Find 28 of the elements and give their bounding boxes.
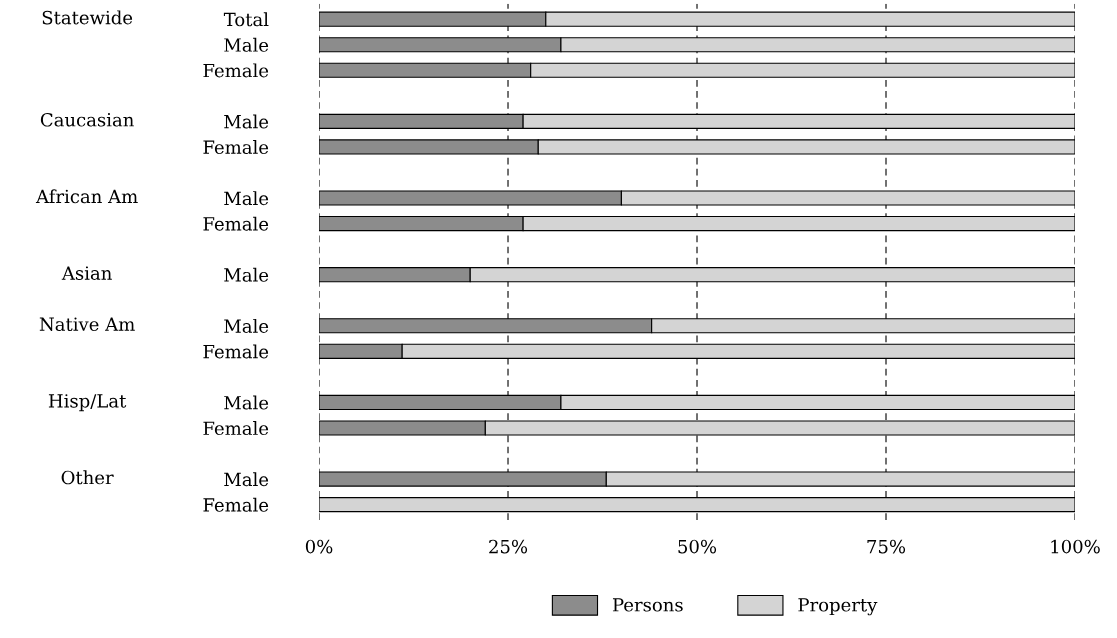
y-tick-label: Female — [203, 63, 269, 78]
text: Caucasian — [40, 112, 134, 127]
y-tick-label: Female — [203, 140, 269, 155]
y-tick-label: Female — [203, 421, 269, 436]
y-tick-label: Male — [224, 267, 269, 282]
x-tick-label: 25% — [489, 539, 528, 554]
y-tick-label: Female — [203, 344, 269, 359]
y-tick-label: Male — [224, 318, 269, 333]
x-tick-label: 0% — [305, 539, 333, 554]
y-tick-label: Male — [224, 472, 269, 487]
x-tick-label: 100% — [1051, 539, 1100, 554]
legend-label: Property — [798, 598, 878, 616]
x-tick-label: 75% — [867, 539, 906, 554]
text: Asian — [61, 266, 112, 280]
y-tick-label: Female — [203, 497, 269, 512]
y-tick-label: Total — [223, 12, 269, 27]
y-tick-label: Male — [224, 114, 269, 129]
y-tick-label: Male — [224, 37, 269, 52]
y-tick-label: Male — [224, 191, 269, 206]
legend-label: Persons — [612, 598, 683, 612]
text: Statewide — [42, 10, 133, 25]
text: Other — [61, 470, 114, 485]
text: Native Am — [39, 317, 135, 332]
y-tick-label: Female — [203, 216, 269, 231]
y-tick-label: Male — [224, 395, 269, 410]
text: African Am — [35, 189, 138, 204]
text: Hisp/Lat — [48, 394, 127, 412]
x-tick-label: 50% — [678, 539, 717, 554]
